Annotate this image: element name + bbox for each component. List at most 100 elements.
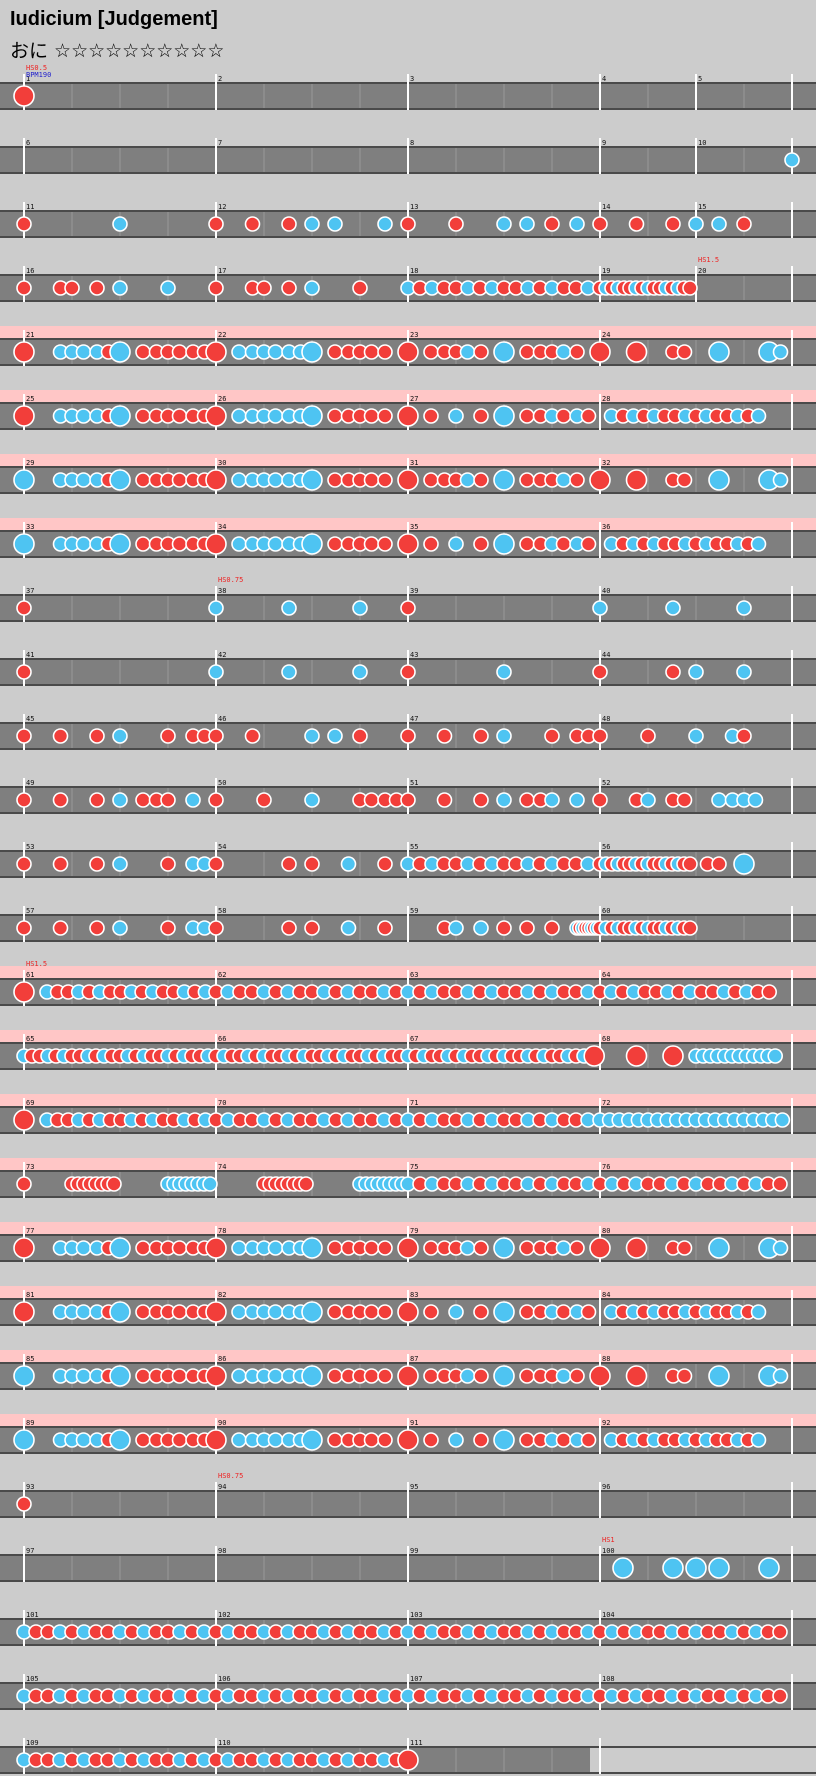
measure-number: 76 [602,1163,610,1171]
measure-number: 53 [26,843,34,851]
measure-number: 66 [218,1035,226,1043]
measure-number: 78 [218,1227,226,1235]
ka-note [75,536,92,552]
don-note [363,792,380,808]
don-note [304,856,320,872]
don-note [473,1240,489,1256]
don-note [363,1368,380,1384]
measure-number: 80 [602,1227,610,1235]
ka-note [688,728,704,744]
measure-number: 49 [26,779,34,787]
measure-number: 100 [602,1547,615,1555]
big-ka-note [13,469,35,491]
don-note [135,792,151,808]
measure-number: 111 [410,1739,423,1747]
measure-number: 18 [410,267,418,275]
measure-number: 19 [602,267,610,275]
don-note [160,920,176,936]
measure-number: 91 [410,1419,418,1427]
measure-number: 102 [218,1611,231,1619]
don-note [676,1368,693,1384]
big-don-note [625,469,648,491]
don-note [52,856,69,872]
don-note [135,344,151,360]
don-note [555,536,572,552]
don-note [298,1176,314,1192]
ka-note [772,1240,789,1256]
don-note [473,728,489,744]
measure-number: 46 [218,715,226,723]
don-note [519,1304,535,1320]
don-note [473,536,489,552]
ka-note [231,1368,247,1384]
big-don-note [625,1045,648,1067]
measure-number: 26 [218,395,226,403]
don-note [580,408,597,424]
don-note [676,1240,693,1256]
scroll-change-label: HS0.5 [26,64,47,72]
measure-number: 8 [410,139,414,147]
don-note [423,536,439,552]
big-ka-note [301,1365,323,1387]
big-ka-note [301,1301,323,1323]
measure-number: 11 [26,203,34,211]
big-don-note [205,1365,227,1387]
measure-number: 6 [26,139,30,147]
measure-number: 7 [218,139,222,147]
ka-note [569,792,585,808]
big-ka-note [493,1301,515,1323]
ka-note [747,792,764,808]
ka-note [750,408,767,424]
big-don-note [589,1365,611,1387]
measure-number: 56 [602,843,610,851]
ka-note [231,1240,247,1256]
measure-number: 1 [26,75,30,83]
big-ka-note [13,1365,35,1387]
don-note [208,792,224,808]
don-note [89,728,105,744]
don-note [682,920,698,936]
measure-number: 108 [602,1675,615,1683]
measure-number: 65 [26,1035,34,1043]
don-note [135,1432,151,1448]
don-note [256,280,272,296]
measure-number: 55 [410,843,418,851]
measure-number: 12 [218,203,226,211]
don-note [171,344,188,360]
don-note [676,472,693,488]
don-note [473,792,489,808]
big-ka-note [109,469,131,491]
don-note [555,1432,572,1448]
big-ka-note [493,1429,515,1451]
big-don-note [397,405,419,427]
big-ka-note [109,533,131,555]
measure-number: 105 [26,1675,39,1683]
measure-number: 79 [410,1227,418,1235]
measure-number: 13 [410,203,418,211]
don-note [519,792,535,808]
don-note [171,1432,188,1448]
don-note [682,856,698,872]
ka-note [112,792,128,808]
measure-number: 106 [218,1675,231,1683]
scroll-change-label: HS0.75 [218,1472,243,1480]
don-note [363,1304,380,1320]
don-note [135,1240,151,1256]
big-ka-note [13,1429,35,1451]
ka-note [202,1176,218,1192]
don-note [327,472,343,488]
don-note [676,344,693,360]
difficulty-stars: おに ☆☆☆☆☆☆☆☆☆☆ [10,40,225,62]
ka-note [208,600,224,616]
ka-note [736,600,752,616]
ka-note [592,600,608,616]
don-note [448,216,464,232]
measure-number: 20 [698,267,706,275]
ka-note [75,408,92,424]
ka-note [688,216,704,232]
don-note [580,1304,597,1320]
ka-note [459,1368,476,1384]
don-note [171,536,188,552]
don-note [135,536,151,552]
